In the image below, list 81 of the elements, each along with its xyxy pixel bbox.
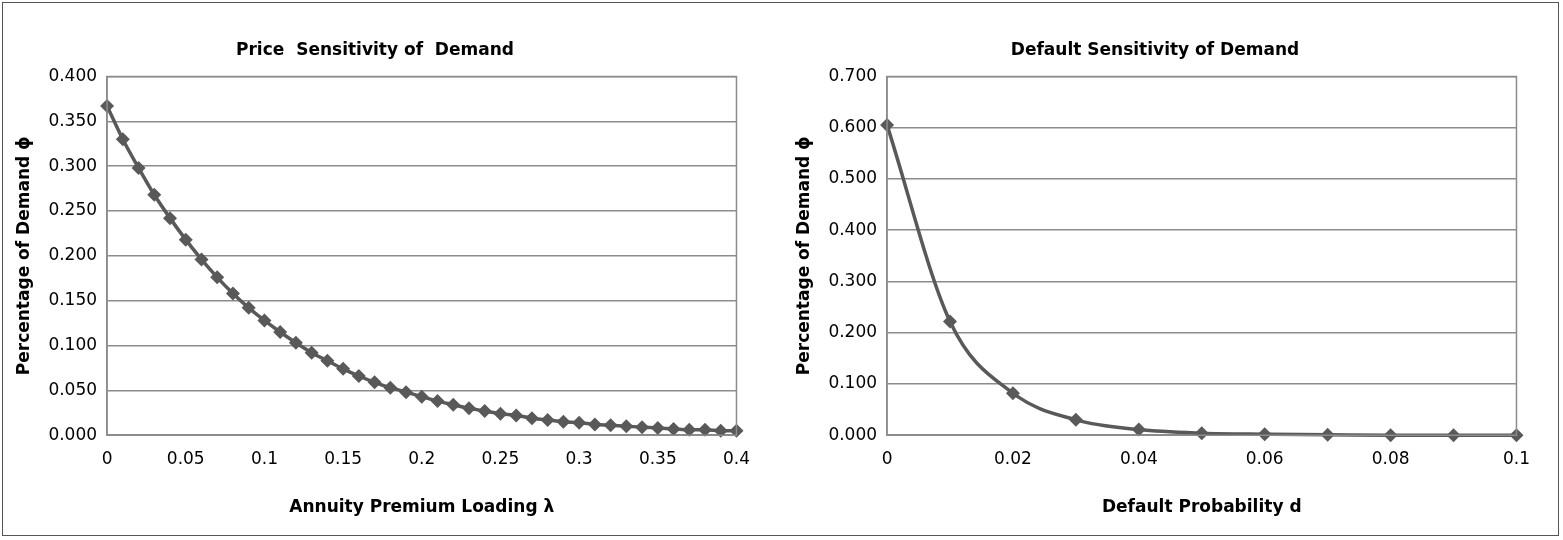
point (461, 401, 476, 416)
point (493, 406, 508, 421)
chart-title: Default Sensitivity of Demand (1010, 38, 1300, 59)
point (556, 414, 571, 429)
point (603, 418, 618, 433)
y-tick-label: 0.400 (48, 64, 98, 85)
point (399, 385, 414, 400)
x-tick-label: 0.06 (1245, 447, 1284, 468)
y-tick-label: 0.200 (48, 244, 98, 265)
point (446, 397, 461, 412)
point (367, 375, 382, 390)
point (524, 411, 539, 426)
point (147, 187, 162, 202)
x-tick-label: 0.25 (481, 447, 520, 468)
point (682, 422, 697, 437)
point (351, 369, 366, 383)
point (509, 408, 524, 423)
point (288, 335, 303, 350)
y-axis-title: Percentage of Demand ϕ (792, 136, 813, 376)
point (320, 353, 335, 368)
y-tick-label: 0.300 (48, 154, 98, 175)
y-tick-label: 0.200 (828, 321, 878, 342)
point (273, 325, 288, 340)
point (383, 380, 398, 395)
point (115, 132, 130, 147)
y-tick-label: 0.100 (828, 372, 878, 393)
x-tick-label: 0.15 (324, 447, 363, 468)
y-tick-label: 0.600 (828, 116, 878, 137)
point (572, 415, 587, 430)
y-tick-label: 0.050 (48, 378, 98, 399)
point (414, 389, 429, 404)
x-axis-title: Annuity Premium Loading λ (289, 496, 555, 517)
y-tick-label: 0.300 (828, 269, 878, 290)
point (619, 419, 634, 434)
x-tick-label: 0.3 (565, 447, 593, 468)
point (194, 252, 209, 267)
x-tick-label: 0.04 (1119, 447, 1158, 468)
x-tick-label: 0.05 (166, 447, 205, 468)
point (241, 300, 256, 315)
y-axis-title: Percentage of Demand ϕ (12, 136, 33, 376)
point (304, 345, 319, 360)
point (1068, 412, 1083, 427)
x-tick-label: 0.2 (408, 447, 436, 468)
y-tick-label: 0.700 (828, 64, 878, 85)
y-tick-label: 0.250 (48, 199, 98, 220)
point (635, 420, 650, 435)
point (650, 421, 665, 436)
x-tick-label: 0.1 (250, 447, 278, 468)
point (713, 423, 728, 438)
point (163, 211, 178, 226)
y-tick-label: 0.150 (48, 289, 98, 310)
point (257, 313, 272, 328)
point (131, 160, 146, 175)
x-tick-label: 0.35 (638, 447, 677, 468)
x-tick-label: 0 (101, 447, 113, 468)
point (178, 232, 193, 247)
point (666, 421, 681, 436)
x-tick-label: 0 (881, 447, 893, 468)
y-tick-label: 0.500 (828, 167, 878, 188)
chart-title: Price Sensitivity of Demand (236, 38, 514, 59)
x-axis-title: Default Probability d (1101, 496, 1302, 517)
point (336, 361, 351, 376)
y-tick-label: 0.350 (48, 109, 98, 130)
point (698, 422, 713, 437)
x-tick-label: 0.08 (1371, 447, 1410, 468)
point (1005, 386, 1020, 401)
point (587, 417, 602, 432)
point (1131, 422, 1146, 437)
point (540, 412, 555, 427)
y-tick-label: 0.000 (48, 423, 98, 444)
point (430, 394, 445, 409)
point (943, 314, 958, 329)
x-tick-label: 0.02 (994, 447, 1032, 468)
y-tick-label: 0.000 (828, 423, 878, 444)
point (210, 270, 225, 285)
point (225, 286, 240, 301)
point (477, 403, 492, 418)
x-tick-label: 0.4 (722, 447, 751, 468)
x-tick-label: 0.1 (1502, 447, 1531, 468)
y-tick-label: 0.100 (48, 333, 98, 354)
y-tick-label: 0.400 (828, 218, 878, 239)
